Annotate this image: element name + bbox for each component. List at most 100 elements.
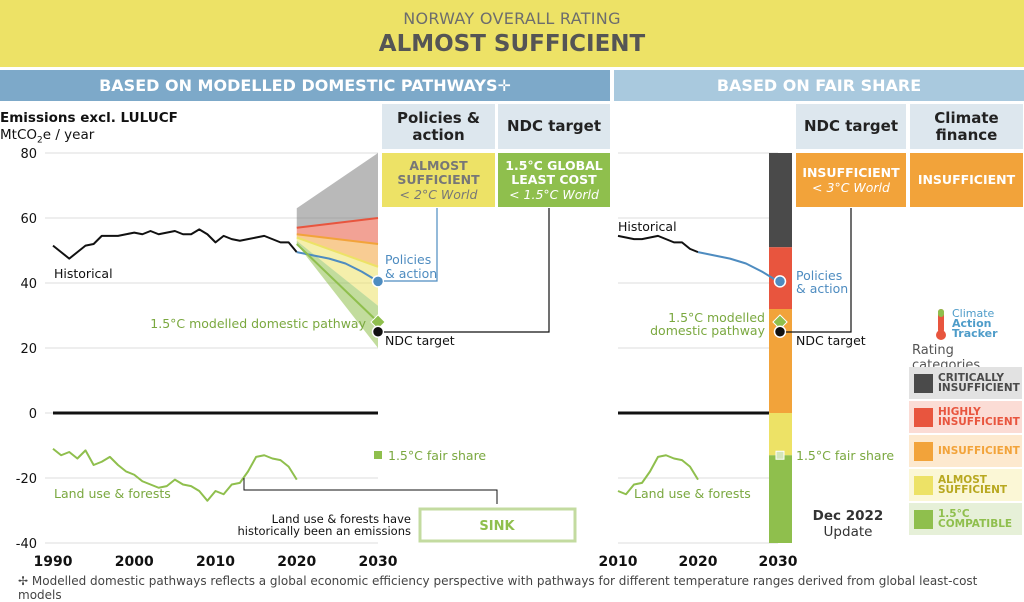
connector-policies bbox=[384, 208, 438, 282]
legend-label: ALMOST SUFFICIENT bbox=[938, 474, 1008, 496]
header-policies-action: Policies & action bbox=[382, 104, 495, 149]
label-policies-action: & action bbox=[385, 266, 437, 281]
y-tick-label: -40 bbox=[16, 537, 37, 552]
overall-rating: ALMOST SUFFICIENT bbox=[378, 31, 646, 57]
section-modelled-pathways: BASED ON MODELLED DOMESTIC PATHWAYS✛ bbox=[0, 70, 610, 101]
rating-policies-label: ALMOST SUFFICIENT bbox=[397, 157, 480, 187]
legend-item: CRITICALLY INSUFFICIENT bbox=[909, 367, 1022, 399]
label-policies-right: Policies bbox=[796, 268, 842, 283]
update-note: Dec 2022 Update bbox=[812, 508, 884, 540]
legend-swatch bbox=[914, 441, 933, 461]
rating-ndc-modelled-world: < 1.5°C World bbox=[509, 186, 599, 202]
rating-policies-action: ALMOST SUFFICIENT < 2°C World bbox=[382, 153, 495, 207]
rating-ndc-fair-world: < 3°C World bbox=[812, 179, 890, 195]
x-tick-label: 2020 bbox=[277, 554, 316, 570]
rating-ndc-fair: INSUFFICIENT < 3°C World bbox=[796, 153, 906, 207]
band-edge bbox=[296, 217, 379, 229]
legend-label: CRITICALLY INSUFFICIENT bbox=[938, 372, 1020, 394]
legend-item: 1.5°C COMPATIBLE bbox=[909, 503, 1022, 535]
x-tick-label: 1990 bbox=[34, 554, 73, 570]
legend-swatch bbox=[914, 509, 933, 529]
policies-action-point bbox=[371, 275, 385, 288]
legend-swatch bbox=[914, 373, 933, 393]
policies-action-line-right bbox=[697, 251, 779, 283]
pathway-band bbox=[296, 218, 378, 244]
label-policies-right: & action bbox=[796, 281, 848, 296]
y-tick-label: 0 bbox=[29, 407, 37, 422]
rating-climate-finance: INSUFFICIENT bbox=[910, 153, 1023, 207]
y-tick-label: 20 bbox=[20, 342, 37, 357]
rating-policies-world: < 2°C World bbox=[399, 186, 478, 202]
rating-ndc-modelled-label: 1.5°C GLOBAL LEAST COST bbox=[505, 157, 603, 187]
x-tick-label: 2010 bbox=[599, 554, 638, 570]
modelled-pathway-point bbox=[370, 314, 386, 330]
rating-finance-label: INSUFFICIENT bbox=[917, 172, 1016, 187]
cat-logo: Climate Action Tracker bbox=[952, 307, 998, 340]
modelled-pathway-point bbox=[772, 314, 788, 330]
label-historical-right: Historical bbox=[618, 219, 677, 234]
fair-share-marker bbox=[374, 451, 382, 459]
fair-share-segment bbox=[769, 413, 792, 456]
x-tick-label: 2000 bbox=[115, 554, 154, 570]
footnote: ✢ Modelled domestic pathways reflects a … bbox=[18, 574, 978, 602]
x-tick-label: 2030 bbox=[759, 554, 798, 570]
pathway-band bbox=[296, 153, 378, 228]
rating-ndc-fair-label: INSUFFICIENT bbox=[802, 164, 900, 180]
policies-action-line bbox=[296, 251, 379, 283]
rating-banner: NORWAY OVERALL RATING ALMOST SUFFICIENT bbox=[0, 0, 1024, 67]
fair-share-point bbox=[775, 450, 785, 460]
pathway-band bbox=[296, 240, 378, 348]
y-tick-label: -20 bbox=[16, 472, 37, 487]
legend-swatch bbox=[914, 407, 933, 427]
section-fair-share: BASED ON FAIR SHARE bbox=[614, 70, 1024, 101]
header-ndc-target-fair: NDC target bbox=[796, 104, 906, 149]
band-edge bbox=[296, 236, 379, 268]
x-tick-label: 2010 bbox=[196, 554, 235, 570]
connector-sink bbox=[243, 478, 498, 504]
policies-action-point bbox=[773, 275, 787, 288]
label-policies-action: Policies bbox=[385, 252, 431, 267]
header-ndc-target-modelled: NDC target bbox=[498, 104, 610, 149]
legend-swatch bbox=[914, 475, 933, 495]
legend-label: 1.5°C COMPATIBLE bbox=[938, 508, 1013, 530]
x-tick-label: 2020 bbox=[679, 554, 718, 570]
legend-label: INSUFFICIENT bbox=[938, 445, 1020, 457]
historical-line bbox=[52, 228, 298, 260]
header-climate-finance: Climate finance bbox=[910, 104, 1023, 149]
label-fair-share-right: 1.5°C fair share bbox=[796, 448, 894, 463]
pathway-band bbox=[296, 237, 378, 306]
rating-subtitle: NORWAY OVERALL RATING bbox=[403, 9, 621, 28]
y-tick-label: 80 bbox=[20, 147, 37, 162]
label-ndc-right: NDC target bbox=[796, 333, 866, 348]
historical-line-right bbox=[617, 234, 699, 254]
label-modelled-right: 1.5°C modelled bbox=[668, 310, 765, 325]
label-ndc-target: NDC target bbox=[385, 333, 455, 348]
land-use-line-right bbox=[617, 454, 699, 496]
y-tick-label: 60 bbox=[20, 212, 37, 227]
label-sink-note: historically been an emissions bbox=[237, 524, 411, 538]
legend-item: HIGHLY INSUFFICIENT bbox=[909, 401, 1022, 433]
thermometer-icon bbox=[934, 308, 948, 346]
band-edge bbox=[296, 233, 379, 245]
fair-share-segment bbox=[769, 455, 792, 543]
rating-ndc-modelled: 1.5°C GLOBAL LEAST COST < 1.5°C World bbox=[498, 153, 610, 207]
x-tick-label: 2030 bbox=[359, 554, 398, 570]
sink-label: SINK bbox=[479, 519, 515, 534]
ndc-target-point bbox=[773, 325, 787, 338]
legend-item: ALMOST SUFFICIENT bbox=[909, 469, 1022, 501]
connector-ndc-fair bbox=[786, 208, 852, 333]
legend-item: INSUFFICIENT bbox=[909, 435, 1022, 467]
axis-title: Emissions excl. LULUCF bbox=[0, 110, 178, 126]
land-use-line bbox=[52, 447, 298, 502]
label-land-use-right: Land use & forests bbox=[634, 486, 751, 501]
label-fair-share: 1.5°C fair share bbox=[388, 448, 486, 463]
axis-unit: MtCO2e / year bbox=[0, 127, 95, 146]
label-historical: Historical bbox=[54, 266, 113, 281]
label-land-use: Land use & forests bbox=[54, 486, 171, 501]
modelled-pathway-line bbox=[296, 243, 379, 323]
sink-box bbox=[418, 507, 577, 543]
legend-label: HIGHLY INSUFFICIENT bbox=[938, 406, 1020, 428]
y-tick-label: 40 bbox=[20, 277, 37, 292]
label-modelled-pathway: 1.5°C modelled domestic pathway bbox=[150, 316, 366, 331]
